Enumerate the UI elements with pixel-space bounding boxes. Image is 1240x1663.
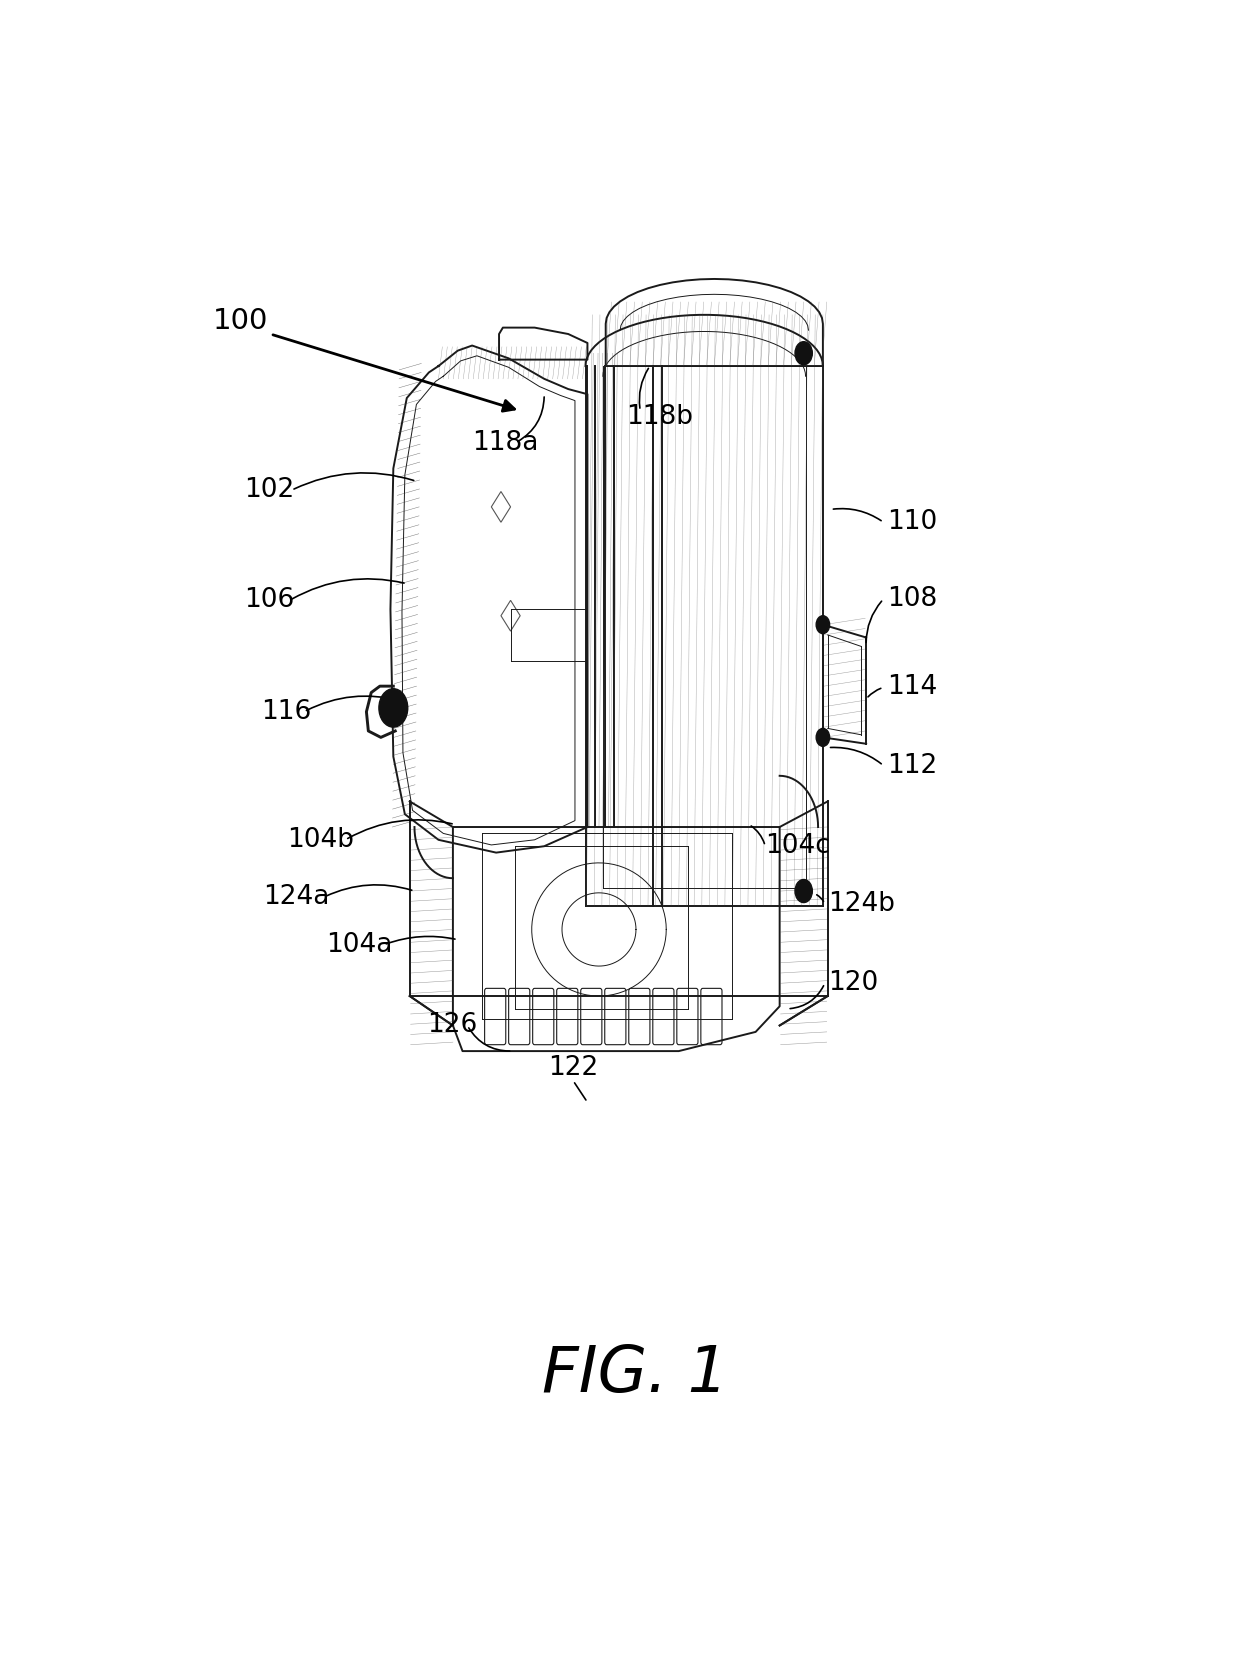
Circle shape — [816, 728, 830, 747]
Text: 116: 116 — [260, 698, 311, 725]
Text: 104b: 104b — [288, 827, 355, 853]
Text: 100: 100 — [213, 308, 268, 336]
Text: 124a: 124a — [264, 885, 330, 910]
Text: 104a: 104a — [326, 931, 392, 958]
Text: FIG. 1: FIG. 1 — [542, 1342, 729, 1405]
Text: 104c: 104c — [765, 833, 830, 860]
Text: 120: 120 — [828, 970, 878, 996]
Text: 112: 112 — [888, 753, 937, 778]
Text: 102: 102 — [244, 477, 295, 504]
Text: 118a: 118a — [472, 429, 538, 456]
Circle shape — [795, 341, 812, 364]
Text: 108: 108 — [888, 585, 937, 612]
Text: 118b: 118b — [626, 404, 693, 431]
Text: 110: 110 — [888, 509, 937, 535]
Text: 124b: 124b — [828, 891, 895, 916]
Circle shape — [816, 615, 830, 634]
Circle shape — [379, 688, 408, 727]
Text: 114: 114 — [888, 675, 937, 700]
Text: 126: 126 — [427, 1013, 477, 1038]
Circle shape — [795, 880, 812, 903]
Text: 106: 106 — [244, 587, 295, 614]
Text: 122: 122 — [548, 1054, 598, 1081]
